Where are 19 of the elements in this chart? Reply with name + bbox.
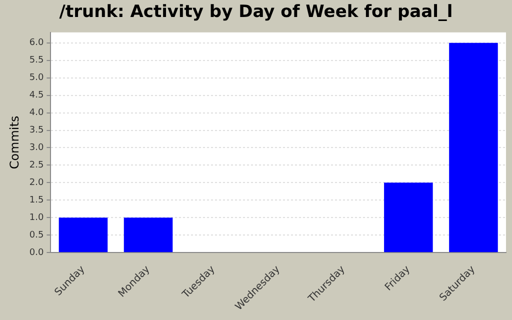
bar xyxy=(58,218,108,252)
y-tick-label: 2.0 xyxy=(29,178,44,188)
y-tick-label: 1.0 xyxy=(29,212,44,223)
y-tick-label: 0.0 xyxy=(29,248,44,258)
y-tick-label: 1.5 xyxy=(29,195,44,206)
bar xyxy=(449,42,498,252)
bar xyxy=(384,182,433,252)
y-tick-label: 4.5 xyxy=(29,90,44,101)
y-tick-label: 6.0 xyxy=(29,38,44,48)
y-tick-label: 5.5 xyxy=(29,56,44,66)
y-tick-label: 2.5 xyxy=(29,160,44,171)
bar xyxy=(124,218,173,252)
chart-title: /trunk: Activity by Day of Week for paal_l xyxy=(58,2,454,22)
y-tick-label: 3.5 xyxy=(29,126,44,136)
y-tick-label: 4.0 xyxy=(29,108,44,118)
y-tick-label: 5.0 xyxy=(29,73,44,84)
y-axis-title: Commits xyxy=(7,116,22,170)
y-tick-label: 3.0 xyxy=(29,143,44,154)
y-tick-label: 0.5 xyxy=(29,230,44,240)
